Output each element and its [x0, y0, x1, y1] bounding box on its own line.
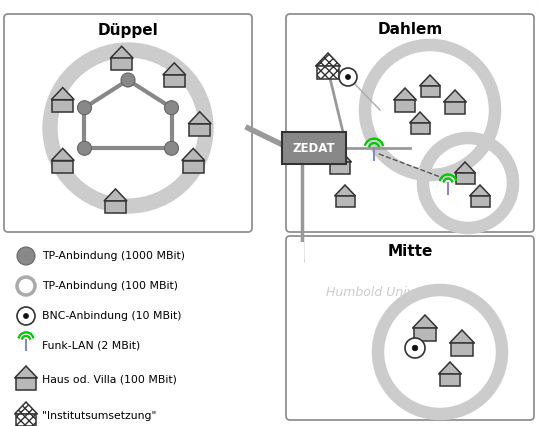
FancyBboxPatch shape: [286, 14, 534, 232]
Polygon shape: [454, 162, 475, 173]
Bar: [451, 343, 473, 357]
Polygon shape: [335, 185, 355, 196]
Polygon shape: [188, 112, 211, 124]
Polygon shape: [439, 362, 461, 374]
Circle shape: [78, 101, 92, 115]
Text: Humbold Universität: Humbold Universität: [326, 285, 454, 299]
Bar: [335, 196, 355, 207]
Polygon shape: [315, 53, 341, 66]
Text: TP-Anbindung (1000 MBit): TP-Anbindung (1000 MBit): [42, 251, 185, 261]
Circle shape: [405, 338, 425, 358]
Circle shape: [17, 247, 35, 265]
Text: TP-Anbindung (100 MBit): TP-Anbindung (100 MBit): [42, 281, 178, 291]
Bar: [316, 66, 340, 79]
Bar: [455, 173, 474, 184]
Polygon shape: [110, 46, 133, 58]
Polygon shape: [104, 189, 127, 201]
Bar: [395, 100, 416, 112]
Polygon shape: [182, 148, 205, 161]
Bar: [420, 86, 439, 97]
Text: "Institutsumsetzung": "Institutsumsetzung": [42, 411, 156, 421]
Bar: [164, 75, 185, 87]
Circle shape: [339, 68, 357, 86]
Bar: [111, 58, 132, 70]
Circle shape: [412, 345, 418, 351]
Polygon shape: [51, 148, 74, 161]
Polygon shape: [393, 88, 417, 100]
Bar: [289, 242, 303, 272]
Circle shape: [164, 141, 178, 155]
Circle shape: [17, 307, 35, 325]
Polygon shape: [15, 402, 38, 414]
Bar: [411, 123, 430, 134]
Polygon shape: [328, 150, 351, 162]
Polygon shape: [419, 75, 440, 86]
Circle shape: [121, 73, 135, 87]
Bar: [439, 374, 460, 386]
Bar: [16, 378, 37, 390]
Text: Dahlem: Dahlem: [377, 23, 443, 37]
Polygon shape: [412, 315, 438, 328]
Circle shape: [24, 314, 29, 319]
Bar: [329, 162, 350, 174]
Bar: [105, 201, 126, 213]
FancyBboxPatch shape: [282, 132, 346, 164]
Text: Haus od. Villa (100 MBit): Haus od. Villa (100 MBit): [42, 375, 177, 385]
Circle shape: [345, 75, 350, 80]
Text: Mitte: Mitte: [388, 245, 433, 259]
Bar: [52, 161, 73, 173]
Text: Düppel: Düppel: [98, 23, 158, 37]
Polygon shape: [51, 88, 74, 100]
FancyBboxPatch shape: [286, 236, 534, 420]
Bar: [413, 328, 437, 341]
Polygon shape: [163, 63, 186, 75]
Bar: [471, 196, 489, 207]
Bar: [52, 100, 73, 112]
Circle shape: [164, 101, 178, 115]
Bar: [189, 124, 210, 136]
Bar: [16, 414, 37, 426]
Polygon shape: [469, 185, 490, 196]
Circle shape: [78, 141, 92, 155]
Text: BNC-Anbindung (10 MBit): BNC-Anbindung (10 MBit): [42, 311, 182, 321]
Polygon shape: [410, 112, 431, 123]
Polygon shape: [15, 366, 38, 378]
Text: Funk-LAN (2 MBit): Funk-LAN (2 MBit): [42, 341, 140, 351]
Polygon shape: [450, 330, 474, 343]
Bar: [183, 161, 204, 173]
Bar: [445, 102, 466, 114]
FancyBboxPatch shape: [4, 14, 252, 232]
Text: ZEDAT: ZEDAT: [293, 141, 335, 155]
Polygon shape: [444, 90, 466, 102]
